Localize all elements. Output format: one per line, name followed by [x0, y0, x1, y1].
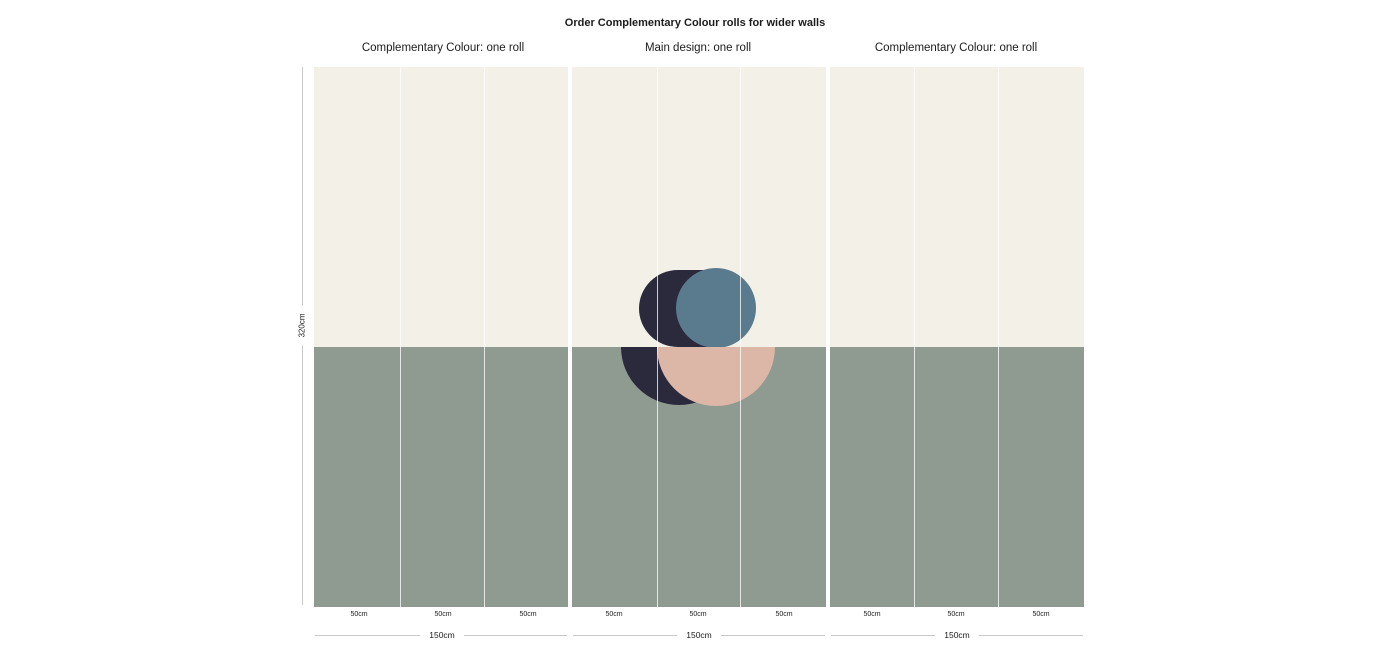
pink-half-circle [657, 347, 775, 406]
roll-seam [998, 67, 999, 607]
roll-seam [484, 67, 485, 607]
roll-seam [740, 67, 741, 607]
roll-seam [657, 67, 658, 607]
complementary-panel-right [830, 67, 1084, 607]
blue-circle [676, 268, 756, 347]
circle-motif [621, 268, 775, 406]
strip-width-label: 50cm [775, 611, 793, 618]
roll-seam [400, 67, 401, 607]
panel-width-label: 150cm [420, 630, 464, 640]
strip-width-label: 50cm [350, 611, 368, 618]
strip-width-label: 50cm [1032, 611, 1050, 618]
height-dimension-label: 320cm [297, 305, 307, 346]
complementary-panel-left [314, 67, 568, 607]
panel-width-label: 150cm [677, 630, 721, 640]
sage-colour-block [830, 347, 1084, 607]
main-design-panel [572, 67, 826, 607]
sage-colour-block [314, 347, 568, 607]
strip-width-label: 50cm [519, 611, 537, 618]
panel-label-left: Complementary Colour: one roll [361, 42, 525, 54]
strip-width-label: 50cm [689, 611, 707, 618]
diagram-title: Order Complementary Colour rolls for wid… [564, 17, 826, 29]
panel-label-center: Main design: one roll [644, 42, 752, 54]
panel-label-right: Complementary Colour: one roll [874, 42, 1038, 54]
strip-width-label: 50cm [863, 611, 881, 618]
strip-width-label: 50cm [947, 611, 965, 618]
roll-seam [914, 67, 915, 607]
strip-width-label: 50cm [605, 611, 623, 618]
panel-width-label: 150cm [935, 630, 979, 640]
strip-width-label: 50cm [434, 611, 452, 618]
